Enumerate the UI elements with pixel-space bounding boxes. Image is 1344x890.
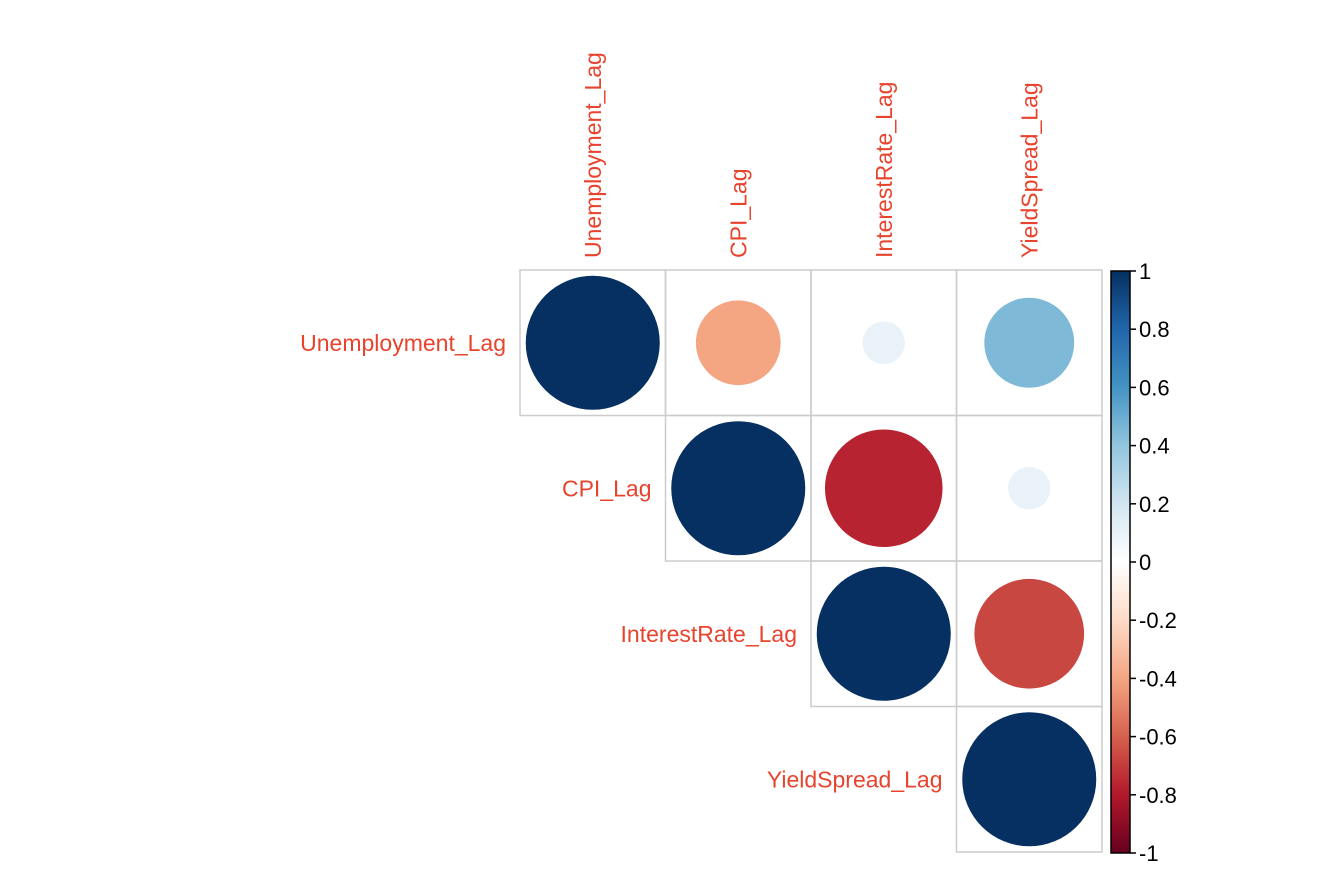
correlation-circle-Unemployment_Lag-Unemployment_Lag <box>525 275 660 410</box>
correlation-circle-Unemployment_Lag-YieldSpread_Lag <box>984 297 1075 388</box>
colorbar-tick-label: -0.6 <box>1139 725 1177 750</box>
correlation-circle-CPI_Lag-InterestRate_Lag <box>824 429 943 548</box>
colorbar: 1 0.8 0.6 0.4 0.2 0 -0.2 -0.4 -0.6 -0.8 -1 <box>1110 259 1177 866</box>
column-label-Unemployment_Lag: Unemployment_Lag <box>580 52 606 258</box>
colorbar-gradient <box>1110 270 1131 854</box>
matrix-grid <box>519 269 1103 853</box>
row-label-CPI_Lag: CPI_Lag <box>562 475 652 501</box>
variable-labels: Unemployment_Lag CPI_Lag InterestRate_Lag Y… <box>300 52 1042 792</box>
colorbar-tick-label: 0.6 <box>1139 375 1170 400</box>
correlation-circle-Unemployment_Lag-InterestRate_Lag <box>862 321 905 364</box>
row-label-InterestRate_Lag: InterestRate_Lag <box>621 621 797 647</box>
colorbar-tick-label: 1 <box>1139 259 1151 284</box>
colorbar-tick-label: -1 <box>1139 841 1159 866</box>
colorbar-tick-label: 0.2 <box>1139 492 1170 517</box>
colorbar-tick-label: -0.8 <box>1139 783 1177 808</box>
correlation-circle-InterestRate_Lag-YieldSpread_Lag <box>974 578 1085 689</box>
column-label-YieldSpread_Lag: YieldSpread_Lag <box>1016 82 1042 258</box>
row-label-Unemployment_Lag: Unemployment_Lag <box>300 330 506 356</box>
correlation-circle-InterestRate_Lag-InterestRate_Lag <box>816 566 951 701</box>
correlation-circles <box>525 275 1097 847</box>
correlation-circle-Unemployment_Lag-CPI_Lag <box>695 300 781 386</box>
row-label-YieldSpread_Lag: YieldSpread_Lag <box>767 766 943 792</box>
colorbar-tick-label: 0 <box>1139 550 1151 575</box>
column-label-CPI_Lag: CPI_Lag <box>725 168 751 258</box>
correlation-circle-CPI_Lag-CPI_Lag <box>671 421 806 556</box>
colorbar-tick-label: -0.2 <box>1139 608 1177 633</box>
correlation-circle-YieldSpread_Lag-YieldSpread_Lag <box>962 712 1097 847</box>
colorbar-tick-label: 0.8 <box>1139 317 1170 342</box>
colorbar-tick-label: 0.4 <box>1139 434 1170 459</box>
correlation-circle-CPI_Lag-YieldSpread_Lag <box>1008 467 1051 510</box>
colorbar-tick-label: -0.4 <box>1139 666 1177 691</box>
column-label-InterestRate_Lag: InterestRate_Lag <box>871 82 897 258</box>
grid-cell-3-3 <box>955 705 1103 853</box>
